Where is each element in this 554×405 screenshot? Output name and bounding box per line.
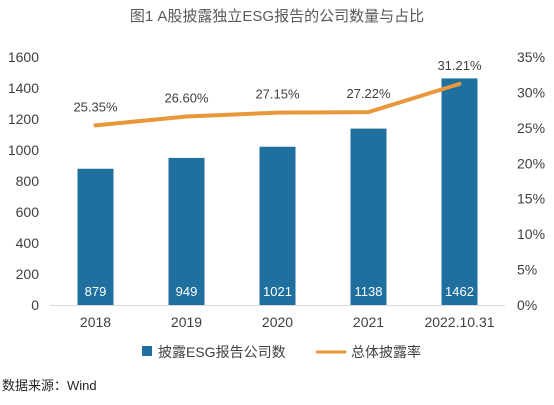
- legend-bar-swatch: [142, 346, 152, 356]
- legend: 披露ESG报告公司数 总体披露率: [142, 344, 421, 360]
- right-tick-label: 30%: [517, 84, 545, 100]
- line-series: [93, 81, 462, 128]
- left-tick-label: 1200: [8, 111, 39, 127]
- bar-value-label: 1462: [445, 284, 474, 299]
- legend-bar-label: 披露ESG报告公司数: [158, 344, 286, 360]
- rate-value-label: 27.15%: [255, 87, 300, 102]
- left-tick-label: 1000: [8, 142, 39, 158]
- bar: [350, 128, 387, 305]
- source-note: 数据来源：Wind: [2, 378, 97, 393]
- line-data-labels: 25.35% 26.60% 27.15% 27.22% 31.21%: [73, 58, 482, 115]
- left-tick-label: 200: [16, 266, 40, 282]
- x-axis: 2018 2019 2020 2021 2022.10.31: [80, 314, 495, 330]
- x-tick-label: 2020: [262, 314, 293, 330]
- left-y-axis: 0 200 400 600 800 1000 1200 1400 1600: [8, 49, 39, 313]
- right-tick-label: 20%: [517, 155, 545, 171]
- right-tick-label: 5%: [517, 262, 537, 278]
- right-tick-label: 25%: [517, 120, 545, 136]
- left-tick-label: 0: [31, 297, 39, 313]
- x-tick-label: 2018: [80, 314, 111, 330]
- left-tick-label: 1600: [8, 49, 39, 65]
- disclosure-rate-line: [93, 81, 462, 128]
- x-tick-label: 2022.10.31: [424, 314, 494, 330]
- left-tick-label: 600: [16, 204, 40, 220]
- rate-value-label: 31.21%: [437, 58, 482, 73]
- right-tick-label: 0%: [517, 297, 537, 313]
- right-tick-label: 35%: [517, 49, 545, 65]
- bar: [259, 146, 296, 305]
- legend-line-label: 总体披露率: [351, 344, 421, 360]
- bar-value-label: 1021: [263, 284, 292, 299]
- bar-value-label: 879: [85, 284, 107, 299]
- bar-value-label: 949: [176, 284, 198, 299]
- rate-value-label: 26.60%: [164, 91, 209, 106]
- bar: [77, 168, 114, 305]
- bar-data-labels: 879 949 1021 1138 1462: [85, 284, 474, 299]
- bar: [168, 157, 205, 305]
- chart-title: 图1 A股披露独立ESG报告的公司数量与占比: [130, 8, 424, 25]
- x-tick-label: 2021: [353, 314, 384, 330]
- x-tick-label: 2019: [171, 314, 202, 330]
- right-y-axis: 0% 5% 10% 15% 20% 25% 30% 35%: [517, 49, 545, 313]
- left-tick-label: 1400: [8, 80, 39, 96]
- left-tick-label: 800: [16, 173, 40, 189]
- right-tick-label: 15%: [517, 191, 545, 207]
- rate-value-label: 25.35%: [73, 99, 118, 114]
- left-tick-label: 400: [16, 235, 40, 251]
- bar: [441, 78, 478, 305]
- bar-value-label: 1138: [355, 284, 383, 299]
- bar-series: [77, 78, 478, 305]
- rate-value-label: 27.22%: [346, 86, 391, 101]
- right-tick-label: 10%: [517, 226, 545, 242]
